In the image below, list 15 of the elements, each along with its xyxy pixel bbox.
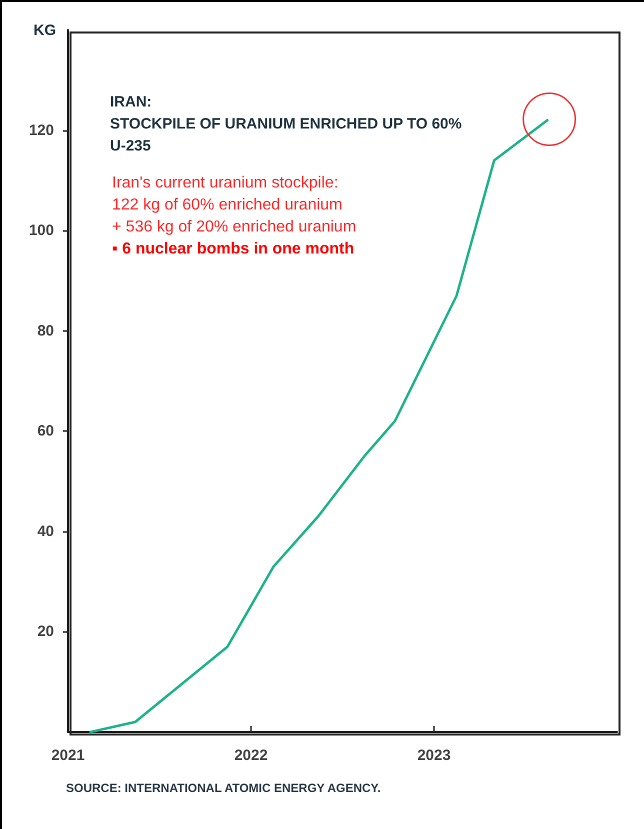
- annotation: Iran's current uranium stockpile: 122 kg of 60% enriched uranium + 536 kg of 20% enriched uranium: [112, 174, 356, 236]
- x-tick-label: 2021: [51, 747, 85, 764]
- line-series: [89, 119, 549, 734]
- y-tick-label: 40: [37, 522, 54, 540]
- x-tick-label: 2022: [234, 747, 268, 764]
- annotation: ▪ 6 nuclear bombs in one month: [112, 240, 354, 258]
- y-tick-label: 100: [28, 222, 54, 240]
- y-tick-label: 60: [37, 422, 54, 440]
- y-tick-label: 120: [28, 122, 54, 139]
- source-note: SOURCE: INTERNATIONAL ATOMIC ENERGY AGENCY.: [66, 781, 381, 795]
- x-tick-label: 2023: [417, 747, 451, 764]
- y-tick-label: 20: [37, 623, 54, 640]
- y-axis-title: KG: [34, 22, 56, 39]
- y-tick-label: 80: [37, 322, 54, 340]
- text: IRAN: STOCKPILE OF URANIUM ENRICHED UP TO 60% U-235: [110, 94, 462, 154]
